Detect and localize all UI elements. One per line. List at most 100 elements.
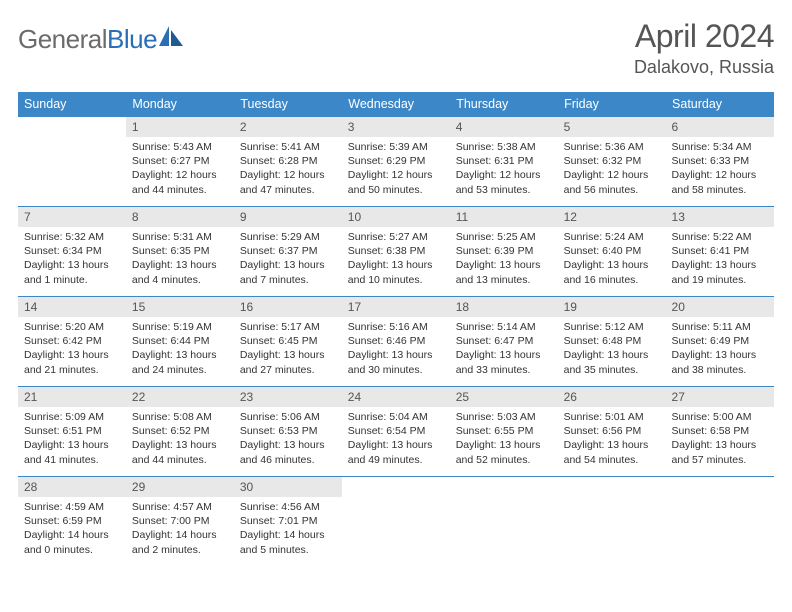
weekday-header: Sunday xyxy=(18,92,126,117)
sunrise-text: Sunrise: 5:31 AM xyxy=(132,230,228,244)
day-number: 10 xyxy=(342,207,450,227)
day-number: 16 xyxy=(234,297,342,317)
day-number: 27 xyxy=(666,387,774,407)
day-body: Sunrise: 5:29 AMSunset: 6:37 PMDaylight:… xyxy=(234,227,342,293)
daylight-text-2: and 35 minutes. xyxy=(564,363,660,377)
sunrise-text: Sunrise: 5:27 AM xyxy=(348,230,444,244)
logo: GeneralBlue xyxy=(18,18,185,55)
daylight-text-2: and 0 minutes. xyxy=(24,543,120,557)
day-number: 13 xyxy=(666,207,774,227)
daylight-text-2: and 33 minutes. xyxy=(456,363,552,377)
daylight-text-1: Daylight: 12 hours xyxy=(132,168,228,182)
logo-word2: Blue xyxy=(107,24,157,54)
daylight-text-1: Daylight: 13 hours xyxy=(240,348,336,362)
sunrise-text: Sunrise: 4:56 AM xyxy=(240,500,336,514)
daylight-text-2: and 46 minutes. xyxy=(240,453,336,467)
day-number: 3 xyxy=(342,117,450,137)
sunrise-text: Sunrise: 5:06 AM xyxy=(240,410,336,424)
sunrise-text: Sunrise: 5:01 AM xyxy=(564,410,660,424)
sunset-text: Sunset: 6:42 PM xyxy=(24,334,120,348)
calendar-day-cell: 21Sunrise: 5:09 AMSunset: 6:51 PMDayligh… xyxy=(18,387,126,477)
day-body: Sunrise: 5:06 AMSunset: 6:53 PMDaylight:… xyxy=(234,407,342,473)
day-body: Sunrise: 5:19 AMSunset: 6:44 PMDaylight:… xyxy=(126,317,234,383)
sunrise-text: Sunrise: 5:39 AM xyxy=(348,140,444,154)
day-body: Sunrise: 5:25 AMSunset: 6:39 PMDaylight:… xyxy=(450,227,558,293)
calendar-day-cell: 29Sunrise: 4:57 AMSunset: 7:00 PMDayligh… xyxy=(126,477,234,567)
sunset-text: Sunset: 6:29 PM xyxy=(348,154,444,168)
day-number: 25 xyxy=(450,387,558,407)
sunset-text: Sunset: 6:45 PM xyxy=(240,334,336,348)
title-block: April 2024 Dalakovo, Russia xyxy=(634,18,774,78)
daylight-text-2: and 27 minutes. xyxy=(240,363,336,377)
daylight-text-1: Daylight: 12 hours xyxy=(240,168,336,182)
daylight-text-1: Daylight: 13 hours xyxy=(456,258,552,272)
sunset-text: Sunset: 6:52 PM xyxy=(132,424,228,438)
header: GeneralBlue April 2024 Dalakovo, Russia xyxy=(18,18,774,78)
day-number: 12 xyxy=(558,207,666,227)
day-body: Sunrise: 5:43 AMSunset: 6:27 PMDaylight:… xyxy=(126,137,234,203)
sunset-text: Sunset: 6:51 PM xyxy=(24,424,120,438)
sunrise-text: Sunrise: 5:34 AM xyxy=(672,140,768,154)
day-number: 19 xyxy=(558,297,666,317)
calendar-day-cell: 30Sunrise: 4:56 AMSunset: 7:01 PMDayligh… xyxy=(234,477,342,567)
day-body: Sunrise: 4:56 AMSunset: 7:01 PMDaylight:… xyxy=(234,497,342,563)
daylight-text-2: and 57 minutes. xyxy=(672,453,768,467)
daylight-text-2: and 10 minutes. xyxy=(348,273,444,287)
calendar-week-row: 1Sunrise: 5:43 AMSunset: 6:27 PMDaylight… xyxy=(18,117,774,207)
sunset-text: Sunset: 6:53 PM xyxy=(240,424,336,438)
sunset-text: Sunset: 6:41 PM xyxy=(672,244,768,258)
calendar-body: 1Sunrise: 5:43 AMSunset: 6:27 PMDaylight… xyxy=(18,117,774,567)
daylight-text-2: and 53 minutes. xyxy=(456,183,552,197)
day-body: Sunrise: 5:38 AMSunset: 6:31 PMDaylight:… xyxy=(450,137,558,203)
day-body: Sunrise: 5:08 AMSunset: 6:52 PMDaylight:… xyxy=(126,407,234,473)
calendar-day-cell xyxy=(342,477,450,567)
daylight-text-2: and 38 minutes. xyxy=(672,363,768,377)
daylight-text-1: Daylight: 13 hours xyxy=(24,348,120,362)
day-number: 8 xyxy=(126,207,234,227)
day-number: 23 xyxy=(234,387,342,407)
sunset-text: Sunset: 6:28 PM xyxy=(240,154,336,168)
sunrise-text: Sunrise: 5:14 AM xyxy=(456,320,552,334)
day-number: 15 xyxy=(126,297,234,317)
sunrise-text: Sunrise: 4:59 AM xyxy=(24,500,120,514)
sunrise-text: Sunrise: 5:04 AM xyxy=(348,410,444,424)
daylight-text-1: Daylight: 13 hours xyxy=(564,348,660,362)
daylight-text-2: and 2 minutes. xyxy=(132,543,228,557)
calendar-day-cell: 15Sunrise: 5:19 AMSunset: 6:44 PMDayligh… xyxy=(126,297,234,387)
sunrise-text: Sunrise: 5:22 AM xyxy=(672,230,768,244)
day-body: Sunrise: 5:01 AMSunset: 6:56 PMDaylight:… xyxy=(558,407,666,473)
daylight-text-2: and 54 minutes. xyxy=(564,453,660,467)
day-body: Sunrise: 5:36 AMSunset: 6:32 PMDaylight:… xyxy=(558,137,666,203)
day-number: 2 xyxy=(234,117,342,137)
daylight-text-1: Daylight: 13 hours xyxy=(348,348,444,362)
calendar-day-cell: 3Sunrise: 5:39 AMSunset: 6:29 PMDaylight… xyxy=(342,117,450,207)
day-body: Sunrise: 5:04 AMSunset: 6:54 PMDaylight:… xyxy=(342,407,450,473)
daylight-text-2: and 56 minutes. xyxy=(564,183,660,197)
day-body: Sunrise: 5:27 AMSunset: 6:38 PMDaylight:… xyxy=(342,227,450,293)
calendar-day-cell: 28Sunrise: 4:59 AMSunset: 6:59 PMDayligh… xyxy=(18,477,126,567)
day-body: Sunrise: 5:22 AMSunset: 6:41 PMDaylight:… xyxy=(666,227,774,293)
weekday-header: Wednesday xyxy=(342,92,450,117)
weekday-header: Monday xyxy=(126,92,234,117)
calendar-day-cell xyxy=(450,477,558,567)
calendar-week-row: 21Sunrise: 5:09 AMSunset: 6:51 PMDayligh… xyxy=(18,387,774,477)
sunrise-text: Sunrise: 5:25 AM xyxy=(456,230,552,244)
sunset-text: Sunset: 7:01 PM xyxy=(240,514,336,528)
day-number: 5 xyxy=(558,117,666,137)
sunrise-text: Sunrise: 5:11 AM xyxy=(672,320,768,334)
sunset-text: Sunset: 6:56 PM xyxy=(564,424,660,438)
sunrise-text: Sunrise: 5:43 AM xyxy=(132,140,228,154)
month-title: April 2024 xyxy=(634,18,774,55)
sunset-text: Sunset: 6:35 PM xyxy=(132,244,228,258)
sunrise-text: Sunrise: 5:24 AM xyxy=(564,230,660,244)
sunset-text: Sunset: 6:32 PM xyxy=(564,154,660,168)
daylight-text-2: and 4 minutes. xyxy=(132,273,228,287)
daylight-text-1: Daylight: 14 hours xyxy=(132,528,228,542)
calendar-day-cell: 27Sunrise: 5:00 AMSunset: 6:58 PMDayligh… xyxy=(666,387,774,477)
day-number: 26 xyxy=(558,387,666,407)
calendar-table: Sunday Monday Tuesday Wednesday Thursday… xyxy=(18,92,774,567)
sunrise-text: Sunrise: 5:36 AM xyxy=(564,140,660,154)
sunrise-text: Sunrise: 5:38 AM xyxy=(456,140,552,154)
sunrise-text: Sunrise: 5:29 AM xyxy=(240,230,336,244)
daylight-text-2: and 49 minutes. xyxy=(348,453,444,467)
